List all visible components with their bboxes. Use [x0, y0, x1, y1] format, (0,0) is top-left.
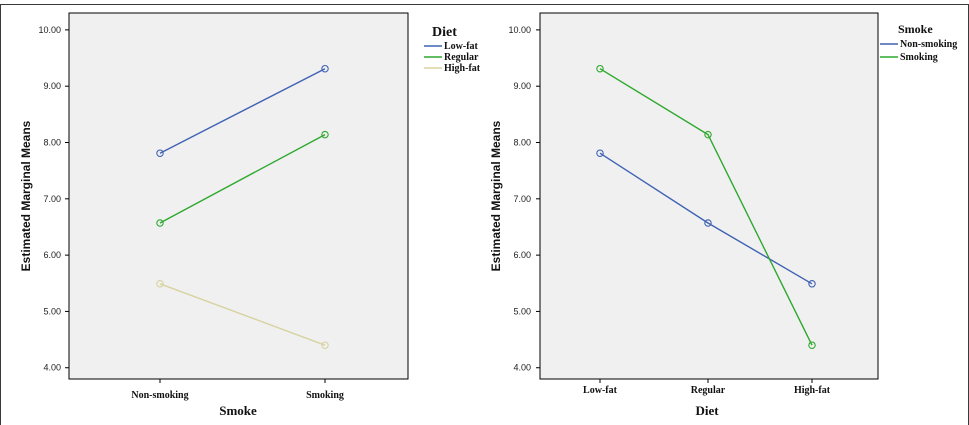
x-tick-label: Smoking — [306, 390, 344, 401]
y-tick-label: 8.00 — [43, 138, 61, 148]
series-line-non-smoking — [599, 152, 813, 285]
legend-item: High-fat — [444, 63, 481, 74]
data-point — [156, 219, 164, 227]
data-point — [321, 130, 329, 139]
x-tick-label: Non-smoking — [131, 390, 188, 401]
chart-2: 4.00 5.00 6.00 7.00 8.00 9.00 10.00 Low-fat Regu… — [489, 12, 957, 418]
x-axis-title: Diet — [695, 403, 719, 418]
legend-title: Smoke — [898, 22, 933, 36]
y-tick-label: 10.00 — [508, 25, 531, 35]
y-tick-label: 4.00 — [43, 363, 61, 373]
y-tick-label: 7.00 — [513, 194, 531, 204]
y-axis-title: Estimated Marginal Means — [19, 120, 33, 271]
y-tick-label: 10.00 — [38, 25, 61, 35]
data-point — [808, 341, 816, 349]
data-point — [321, 64, 329, 73]
chart-1: 4.00 5.00 6.00 7.00 8.00 9.00 10.00 Non-smoking… — [19, 12, 481, 418]
x-tick-label: Regular — [691, 385, 726, 396]
figure-border-top — [0, 4, 969, 5]
y-tick-label: 4.00 — [513, 363, 531, 373]
legend-title: Diet — [432, 25, 457, 40]
data-point — [596, 149, 604, 157]
series-line-smoking — [599, 68, 813, 346]
y-axis-title: Estimated Marginal Means — [489, 120, 503, 271]
y-tick-label: 6.00 — [43, 250, 61, 260]
data-point — [596, 64, 604, 73]
legend-item: Regular — [444, 52, 479, 63]
data-point — [704, 130, 712, 139]
legend-item: Non-smoking — [900, 39, 957, 50]
x-axis-title: Smoke — [219, 403, 257, 418]
series-line-high-fat — [159, 283, 326, 346]
plot-area — [68, 12, 409, 380]
data-point — [808, 280, 816, 288]
y-tick-label: 5.00 — [513, 306, 531, 316]
data-point — [321, 341, 329, 349]
y-tick-label: 7.00 — [43, 194, 61, 204]
y-tick-label: 9.00 — [513, 81, 531, 91]
x-tick-label: High-fat — [794, 385, 831, 396]
y-tick-label: 9.00 — [43, 81, 61, 91]
figure-border-left — [0, 4, 1, 425]
y-tick-label: 5.00 — [43, 306, 61, 316]
y-tick-label: 6.00 — [513, 250, 531, 260]
legend-item: Smoking — [900, 52, 938, 63]
data-point — [156, 280, 164, 288]
x-tick-label: Low-fat — [583, 385, 618, 396]
plot-area — [539, 12, 879, 380]
series-line-regular — [159, 133, 326, 224]
data-point — [704, 219, 712, 227]
y-tick-label: 8.00 — [513, 138, 531, 148]
data-point — [156, 149, 164, 157]
series-line-low-fat — [159, 68, 326, 154]
legend-item: Low-fat — [444, 41, 479, 52]
